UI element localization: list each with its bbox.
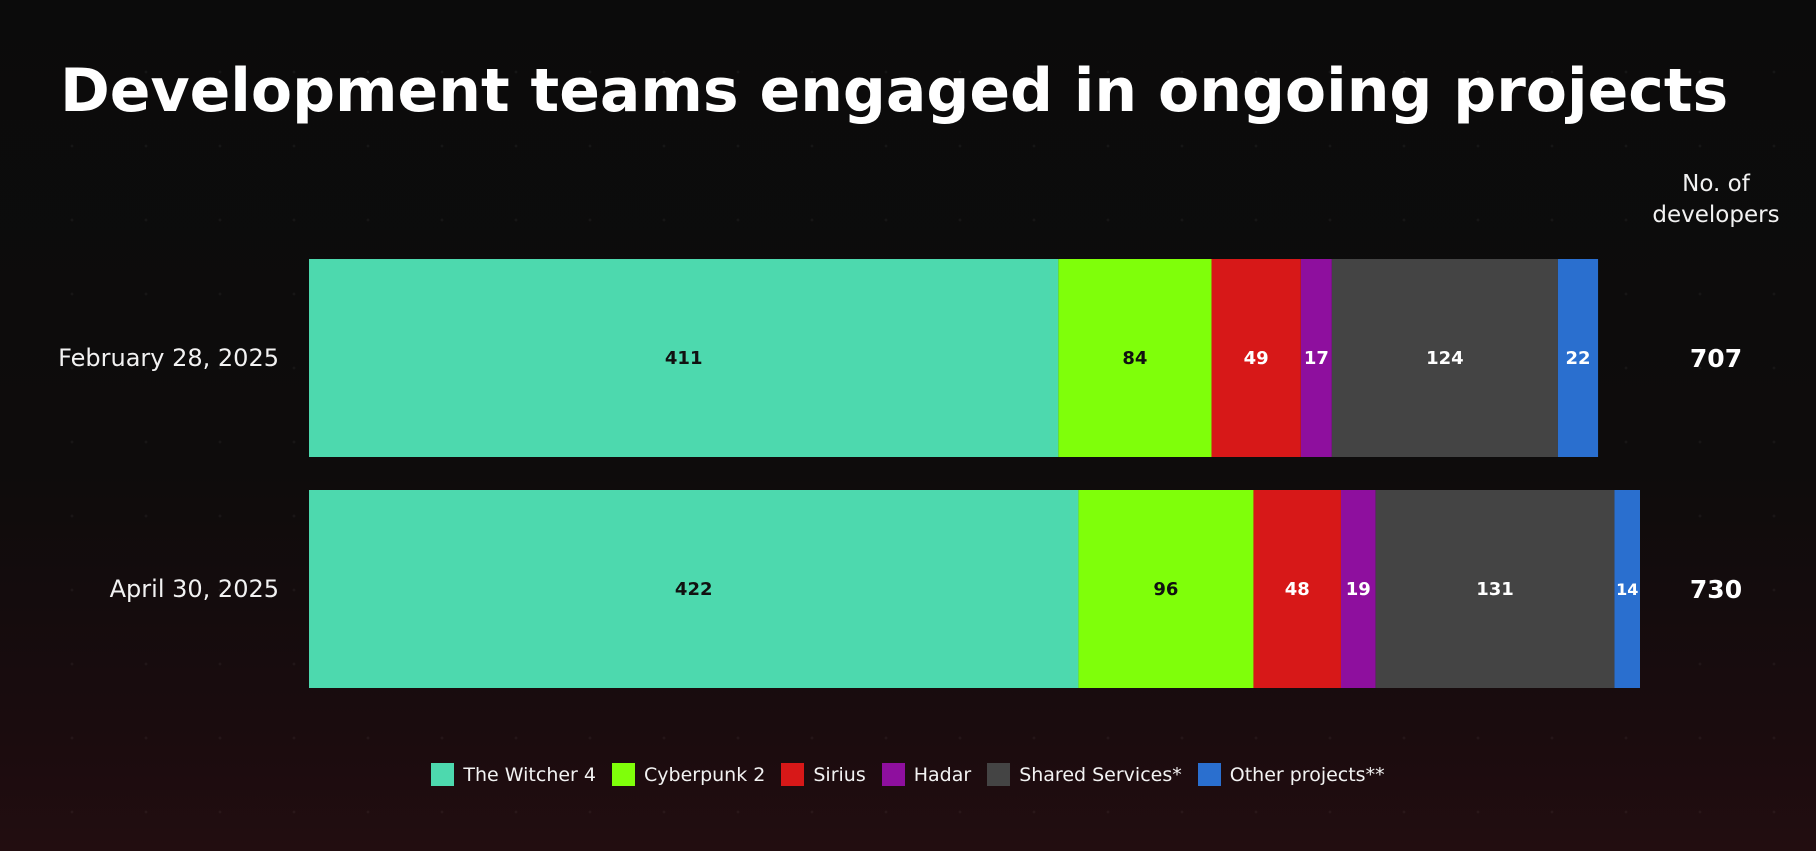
legend-label: Hadar [913, 763, 972, 786]
legend-label: Cyberpunk 2 [644, 763, 766, 786]
legend-item: Shared Services* [987, 763, 1182, 786]
legend-swatch [781, 763, 805, 786]
bar-value-label: 411 [665, 348, 703, 369]
category-label: April 30, 2025 [110, 575, 279, 603]
bar-value-label: 19 [1346, 579, 1371, 600]
legend-swatch [612, 763, 635, 786]
chart-title: Development teams engaged in ongoing pro… [60, 56, 1729, 126]
bar-value-label: 84 [1122, 348, 1147, 369]
legend-label: Sirius [813, 763, 866, 786]
chart-legend: The Witcher 4 Cyberpunk 2 Sirius Hadar Share… [0, 763, 1816, 786]
bar-segment [1557, 259, 1599, 457]
legend-swatch [881, 763, 905, 786]
legend-label: Other projects** [1229, 763, 1385, 786]
bar-segment [1211, 259, 1301, 457]
bar-segment [309, 490, 1079, 688]
legend-label: The Witcher 4 [463, 763, 596, 786]
legend-swatch [987, 763, 1011, 786]
total-value: 707 [1690, 344, 1742, 373]
bar-value-label: 124 [1426, 348, 1464, 369]
bar-value-label: 22 [1565, 348, 1590, 369]
bar-segment [1058, 259, 1212, 457]
bar-segment [1253, 490, 1341, 688]
legend-item: Cyberpunk 2 [612, 763, 765, 786]
bar-value-label: 96 [1153, 579, 1178, 600]
total-value: 730 [1690, 575, 1742, 604]
bar-value-label: 422 [675, 579, 713, 600]
legend-item: Other projects** [1197, 763, 1385, 786]
totals-header-line: developers [1652, 202, 1779, 228]
bar-value-label: 17 [1304, 348, 1329, 369]
bar-segment [1331, 259, 1558, 457]
legend-swatch [431, 763, 455, 786]
category-label: February 28, 2025 [58, 344, 279, 372]
legend-item: Sirius [781, 763, 866, 786]
bar-segment [1375, 490, 1615, 688]
bar-value-label: 14 [1616, 580, 1638, 599]
bar-segment [1614, 490, 1640, 688]
legend-item: The Witcher 4 [431, 763, 596, 786]
bar-value-label: 48 [1285, 579, 1310, 600]
legend-swatch [1197, 763, 1221, 786]
bar-value-label: 131 [1476, 579, 1514, 600]
stacked-bar-chart: No. of developers February 28, 2025 411 84 49… [58, 171, 1780, 688]
bar-segment [1078, 490, 1254, 688]
bar-segment [1340, 490, 1376, 688]
legend-label: Shared Services* [1019, 763, 1182, 786]
totals-header-line: No. of [1682, 171, 1751, 197]
bar-segment [309, 259, 1059, 457]
bar-value-label: 49 [1244, 348, 1269, 369]
legend-item: Hadar [881, 763, 972, 786]
bar-segment [1300, 259, 1332, 457]
